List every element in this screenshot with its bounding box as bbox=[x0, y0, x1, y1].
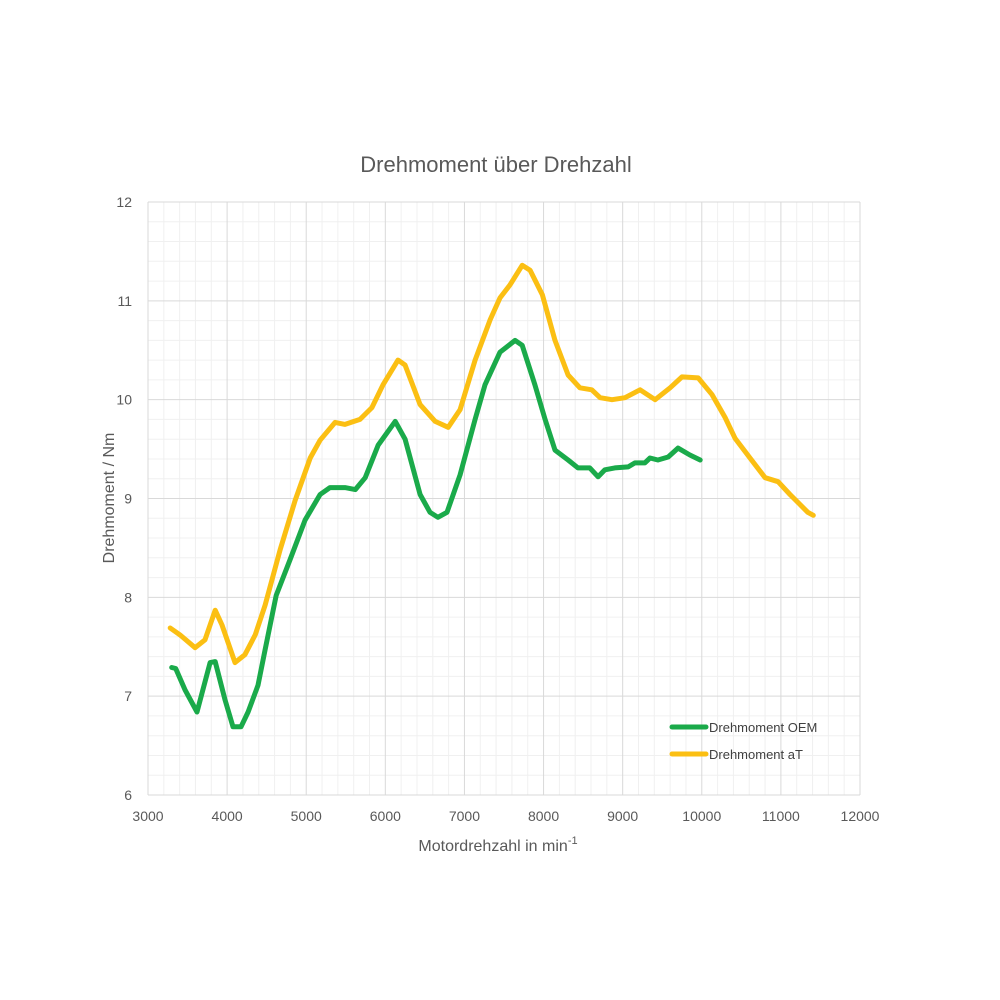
x-tick-label: 5000 bbox=[291, 808, 322, 824]
x-axis-label-superscript: -1 bbox=[568, 835, 578, 847]
legend-label-at: Drehmoment aT bbox=[709, 747, 803, 762]
y-tick-label: 12 bbox=[116, 194, 132, 210]
y-tick-label: 11 bbox=[117, 293, 132, 309]
legend-label-oem: Drehmoment OEM bbox=[709, 720, 817, 735]
tick-labels: 3000 4000 5000 6000 7000 8000 9000 10000 11000 12… bbox=[116, 194, 879, 824]
y-tick-label: 8 bbox=[124, 589, 132, 605]
y-tick-label: 6 bbox=[124, 787, 132, 803]
legend: Drehmoment OEM Drehmoment aT bbox=[669, 720, 817, 762]
x-tick-label: 6000 bbox=[370, 808, 401, 824]
grid bbox=[147, 201, 861, 796]
x-tick-label: 3000 bbox=[132, 808, 163, 824]
y-axis-label: Drehmoment / Nm bbox=[101, 433, 118, 564]
series-line-1 bbox=[167, 262, 816, 666]
x-tick-label: 10000 bbox=[682, 808, 721, 824]
y-tick-label: 9 bbox=[124, 491, 132, 507]
x-tick-label: 12000 bbox=[841, 808, 880, 824]
y-tick-label: 7 bbox=[124, 688, 132, 704]
x-axis-label: Motordrehzahl in min-1 bbox=[418, 835, 577, 855]
y-tick-label: 10 bbox=[116, 392, 132, 408]
series-line-0 bbox=[169, 337, 703, 730]
chart-title: Drehmoment über Drehzahl bbox=[360, 152, 631, 177]
x-tick-label: 9000 bbox=[607, 808, 638, 824]
x-tick-label: 4000 bbox=[212, 808, 243, 824]
x-axis-label-text: Motordrehzahl in min bbox=[418, 838, 567, 855]
x-tick-label: 7000 bbox=[449, 808, 480, 824]
x-tick-label: 8000 bbox=[528, 808, 559, 824]
series-lines bbox=[167, 262, 816, 730]
x-tick-label: 11000 bbox=[762, 808, 800, 824]
